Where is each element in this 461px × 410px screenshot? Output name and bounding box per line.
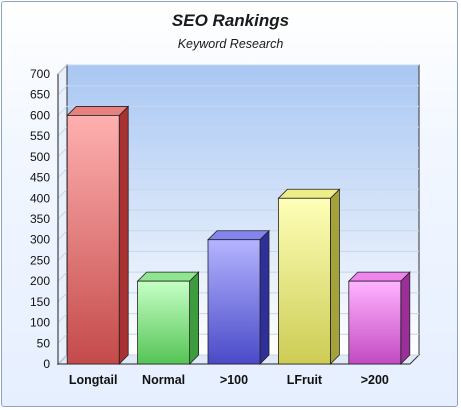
x-tick-label: Normal [142, 373, 185, 387]
bar-2 [207, 229, 270, 365]
bar-side [118, 105, 129, 365]
bar-front [137, 280, 191, 365]
y-tick-labels: 0 50 100 150 200 250 300 350 400 450 500 550 600 650 7… [30, 67, 50, 371]
y-tick-label: 400 [30, 191, 50, 205]
bar-side [400, 271, 411, 365]
bar-top [277, 188, 341, 199]
y-tick-label: 500 [30, 150, 50, 164]
bar-1 [136, 271, 200, 365]
y-tick-label: 0 [43, 357, 50, 371]
bar-side [329, 188, 340, 365]
x-tick-labels: Longtail Normal >100 LFruit >200 [69, 373, 389, 387]
gridline-side [57, 147, 68, 158]
bar-3 [277, 188, 341, 365]
gridline-side [57, 126, 68, 137]
bars [66, 105, 411, 365]
bar-top [66, 106, 130, 116]
x-tick-label: >100 [220, 373, 248, 387]
y-tick-label: 50 [37, 336, 51, 350]
gridline-side [57, 271, 68, 282]
bar-front [207, 239, 261, 365]
bar-top [207, 230, 270, 241]
bar-front [277, 197, 331, 365]
y-tick-label: 700 [30, 67, 50, 81]
y-tick-label: 250 [30, 253, 50, 267]
x-tick-label: Longtail [69, 373, 118, 387]
bar-front [348, 280, 402, 365]
gridline-side [57, 85, 68, 96]
bar-top [136, 271, 200, 282]
y-tick-label: 150 [30, 295, 50, 309]
y-tick-label: 600 [30, 108, 50, 122]
y-tick-label: 450 [30, 171, 50, 185]
gridline-side [57, 106, 68, 116]
bar-top [347, 271, 411, 282]
gridline-side [57, 209, 68, 220]
bar-side [259, 229, 270, 365]
gridline-side [57, 168, 68, 178]
bar-4 [347, 271, 411, 365]
y-tick-label: 650 [30, 88, 50, 102]
gridline-side [57, 64, 68, 75]
x-tick-label: >200 [361, 373, 389, 387]
bar-side [189, 271, 200, 365]
y-tick-label: 300 [30, 233, 50, 247]
chart-title: SEO Rankings [171, 11, 290, 30]
y-tick-label: 350 [30, 212, 50, 226]
gridline-side [57, 313, 68, 323]
gridline-side [57, 230, 68, 241]
gridline-side [57, 251, 68, 261]
y-tick-label: 100 [30, 316, 50, 330]
chart-subtitle: Keyword Research [177, 37, 284, 51]
gridline-side [57, 354, 68, 365]
gridline-side [57, 292, 68, 303]
x-tick-label: LFruit [287, 373, 323, 387]
bar-front [66, 115, 120, 365]
y-tick-label: 550 [30, 129, 50, 143]
gridline-side [57, 333, 68, 344]
bar-0 [66, 105, 130, 365]
y-tick-label: 200 [30, 274, 50, 288]
gridline-side [57, 188, 68, 199]
